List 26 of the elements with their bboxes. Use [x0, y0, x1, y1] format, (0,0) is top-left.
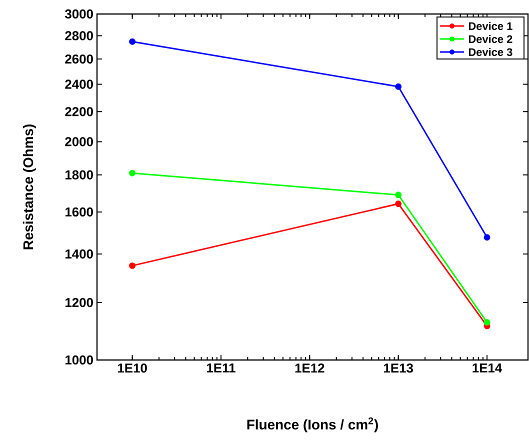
y-tick-label: 2400: [65, 80, 93, 89]
y-tick-label: 2600: [65, 54, 93, 64]
point: [129, 170, 136, 176]
x-axis-title: Fluence (Ions / cm$^{2}$): [247, 417, 378, 432]
x-tick-label: 1E11: [207, 363, 236, 372]
y-tick-label: 2000: [65, 137, 93, 146]
y-axis-title: Resistance (Ohms): [22, 124, 36, 250]
x-tick-label: 1E13: [384, 363, 413, 373]
y-tick-label: 1200: [65, 298, 93, 308]
y-tick-label: 2200: [65, 107, 93, 116]
point: [484, 234, 490, 241]
x-tick-label: 1E14: [472, 363, 502, 372]
legend-label: Device 1: [468, 22, 512, 30]
legend-label: Device 3: [468, 48, 512, 56]
point: [129, 262, 136, 269]
point: [484, 319, 490, 326]
y-tick-label: 2800: [65, 31, 93, 40]
x-tick-label: 1E12: [295, 363, 324, 373]
legend-label: Device 2: [468, 34, 512, 44]
x-tick-label: 1E10: [118, 363, 147, 373]
y-tick-label: 1800: [65, 170, 93, 180]
y-tick-label: 1600: [65, 207, 93, 217]
y-tick-label: 3000: [64, 9, 93, 19]
y-tick-label: 1400: [65, 249, 93, 259]
point: [129, 38, 136, 45]
y-tick-label: 1000: [65, 355, 93, 365]
